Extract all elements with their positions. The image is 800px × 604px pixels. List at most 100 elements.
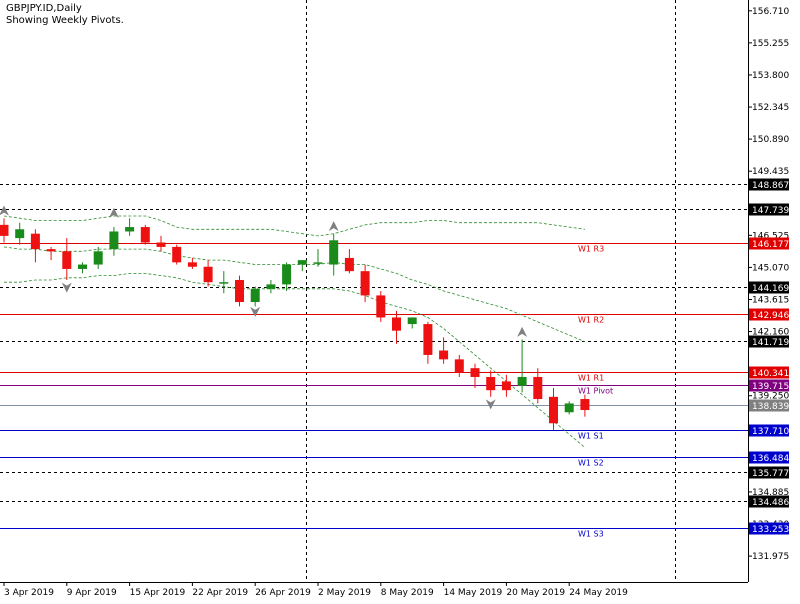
level-price-label-5: 141.719 <box>752 338 789 348</box>
candle-body <box>564 403 574 413</box>
level-price-label-2: 146.177 <box>752 240 789 250</box>
level-name-9: W1 S1 <box>578 432 604 441</box>
level-price-box-9 <box>749 424 789 437</box>
candle-body <box>125 227 135 232</box>
price-tick-label-2: 153.800 <box>752 71 789 81</box>
candle <box>517 339 527 393</box>
candle <box>297 260 307 272</box>
candle <box>172 244 182 265</box>
level-price-label-12: 134.486 <box>752 498 789 508</box>
candle <box>46 246 56 261</box>
candle <box>282 262 292 291</box>
date-tick-label-9: 24 May 2019 <box>569 588 628 598</box>
channel-middle-line <box>3 246 586 343</box>
level-price-label-1: 147.739 <box>752 206 789 216</box>
price-tick-label-8: 143.615 <box>752 295 789 305</box>
level-price-box-8 <box>749 399 789 412</box>
candle-body <box>172 246 182 263</box>
candle-body <box>360 271 370 296</box>
candle <box>344 249 354 274</box>
price-tick-label-1: 155.255 <box>752 39 789 49</box>
candle-body <box>15 229 25 239</box>
level-price-label-8: 138.839 <box>752 402 789 412</box>
candle-body <box>297 260 307 265</box>
candle-body <box>454 359 464 373</box>
candle-body <box>329 240 339 265</box>
date-tick-label-1: 9 Apr 2019 <box>67 588 117 598</box>
candle-body <box>376 295 386 318</box>
price-tick-label-13: 131.975 <box>752 552 789 562</box>
fractal-up-arrow-1 <box>108 207 119 218</box>
level-name-4: W1 R2 <box>578 316 604 325</box>
price-tick-label-11: 134.885 <box>752 488 789 498</box>
level-price-box-4 <box>749 308 789 321</box>
fractal-down-arrow-2 <box>485 399 496 410</box>
candle <box>470 363 480 388</box>
level-price-box-5 <box>749 335 789 348</box>
candle <box>156 235 166 252</box>
date-tick-label-3: 22 Apr 2019 <box>192 588 248 598</box>
level-price-box-10 <box>749 451 789 464</box>
level-price-box-12 <box>749 495 789 508</box>
price-tick-label-6: 146.525 <box>752 231 789 241</box>
candle <box>125 218 135 236</box>
candle <box>93 246 103 269</box>
price-tick-label-9: 142.160 <box>752 328 789 338</box>
candle-body <box>344 257 354 272</box>
fractal-up-arrow-0 <box>0 205 9 216</box>
candle <box>580 394 590 417</box>
candle-body <box>78 264 87 269</box>
candle <box>219 271 229 294</box>
candle-body <box>187 262 197 267</box>
candle-body <box>392 317 401 331</box>
candle-body <box>533 376 543 400</box>
candle <box>109 227 119 256</box>
fractal-up-arrow-3 <box>517 326 528 337</box>
candle-body <box>219 282 229 284</box>
candle <box>360 264 370 303</box>
level-name-10: W1 S2 <box>578 459 604 468</box>
level-price-box-1 <box>749 203 789 216</box>
chart-subtitle: Showing Weekly Pivots. <box>6 15 124 26</box>
price-tick-label-5: 149.435 <box>752 167 789 177</box>
price-tick-label-4: 150.890 <box>752 135 789 145</box>
candle <box>15 222 25 245</box>
date-tick-label-2: 15 Apr 2019 <box>130 588 186 598</box>
candle <box>30 229 40 263</box>
candle-body <box>580 399 590 411</box>
chart-symbol-title: GBPJPY.ID,Daily <box>6 3 82 14</box>
date-tick-label-8: 20 May 2019 <box>506 588 565 598</box>
date-tick-label-6: 8 May 2019 <box>381 588 434 598</box>
candle <box>266 279 276 294</box>
level-price-label-0: 148.867 <box>752 181 789 191</box>
level-name-13: W1 S3 <box>578 530 604 539</box>
candle-body <box>203 266 213 283</box>
candle <box>533 368 543 404</box>
candle-body <box>93 251 103 265</box>
price-tick-label-0: 156.710 <box>752 7 789 17</box>
level-name-2: W1 R3 <box>578 245 604 254</box>
candle-body <box>156 242 166 247</box>
candle-body <box>109 231 119 250</box>
candle-body <box>266 284 276 289</box>
level-price-label-11: 135.777 <box>752 469 789 479</box>
level-price-label-7: 139.715 <box>752 382 789 392</box>
candle <box>0 218 9 243</box>
candle-body <box>423 324 433 355</box>
candle <box>313 249 323 267</box>
level-price-box-11 <box>749 466 789 479</box>
price-tick-label-3: 152.345 <box>752 103 789 113</box>
level-price-box-6 <box>749 366 789 379</box>
candle-body <box>313 262 323 264</box>
candle <box>486 370 496 397</box>
level-name-7: W1 Pivot <box>578 387 613 396</box>
level-price-label-10: 136.484 <box>752 454 789 464</box>
candle <box>62 238 72 280</box>
candle <box>549 388 558 430</box>
date-tick-label-0: 3 Apr 2019 <box>4 588 54 598</box>
candle <box>235 275 244 307</box>
level-price-box-7 <box>749 379 789 392</box>
candle-body <box>62 251 72 269</box>
